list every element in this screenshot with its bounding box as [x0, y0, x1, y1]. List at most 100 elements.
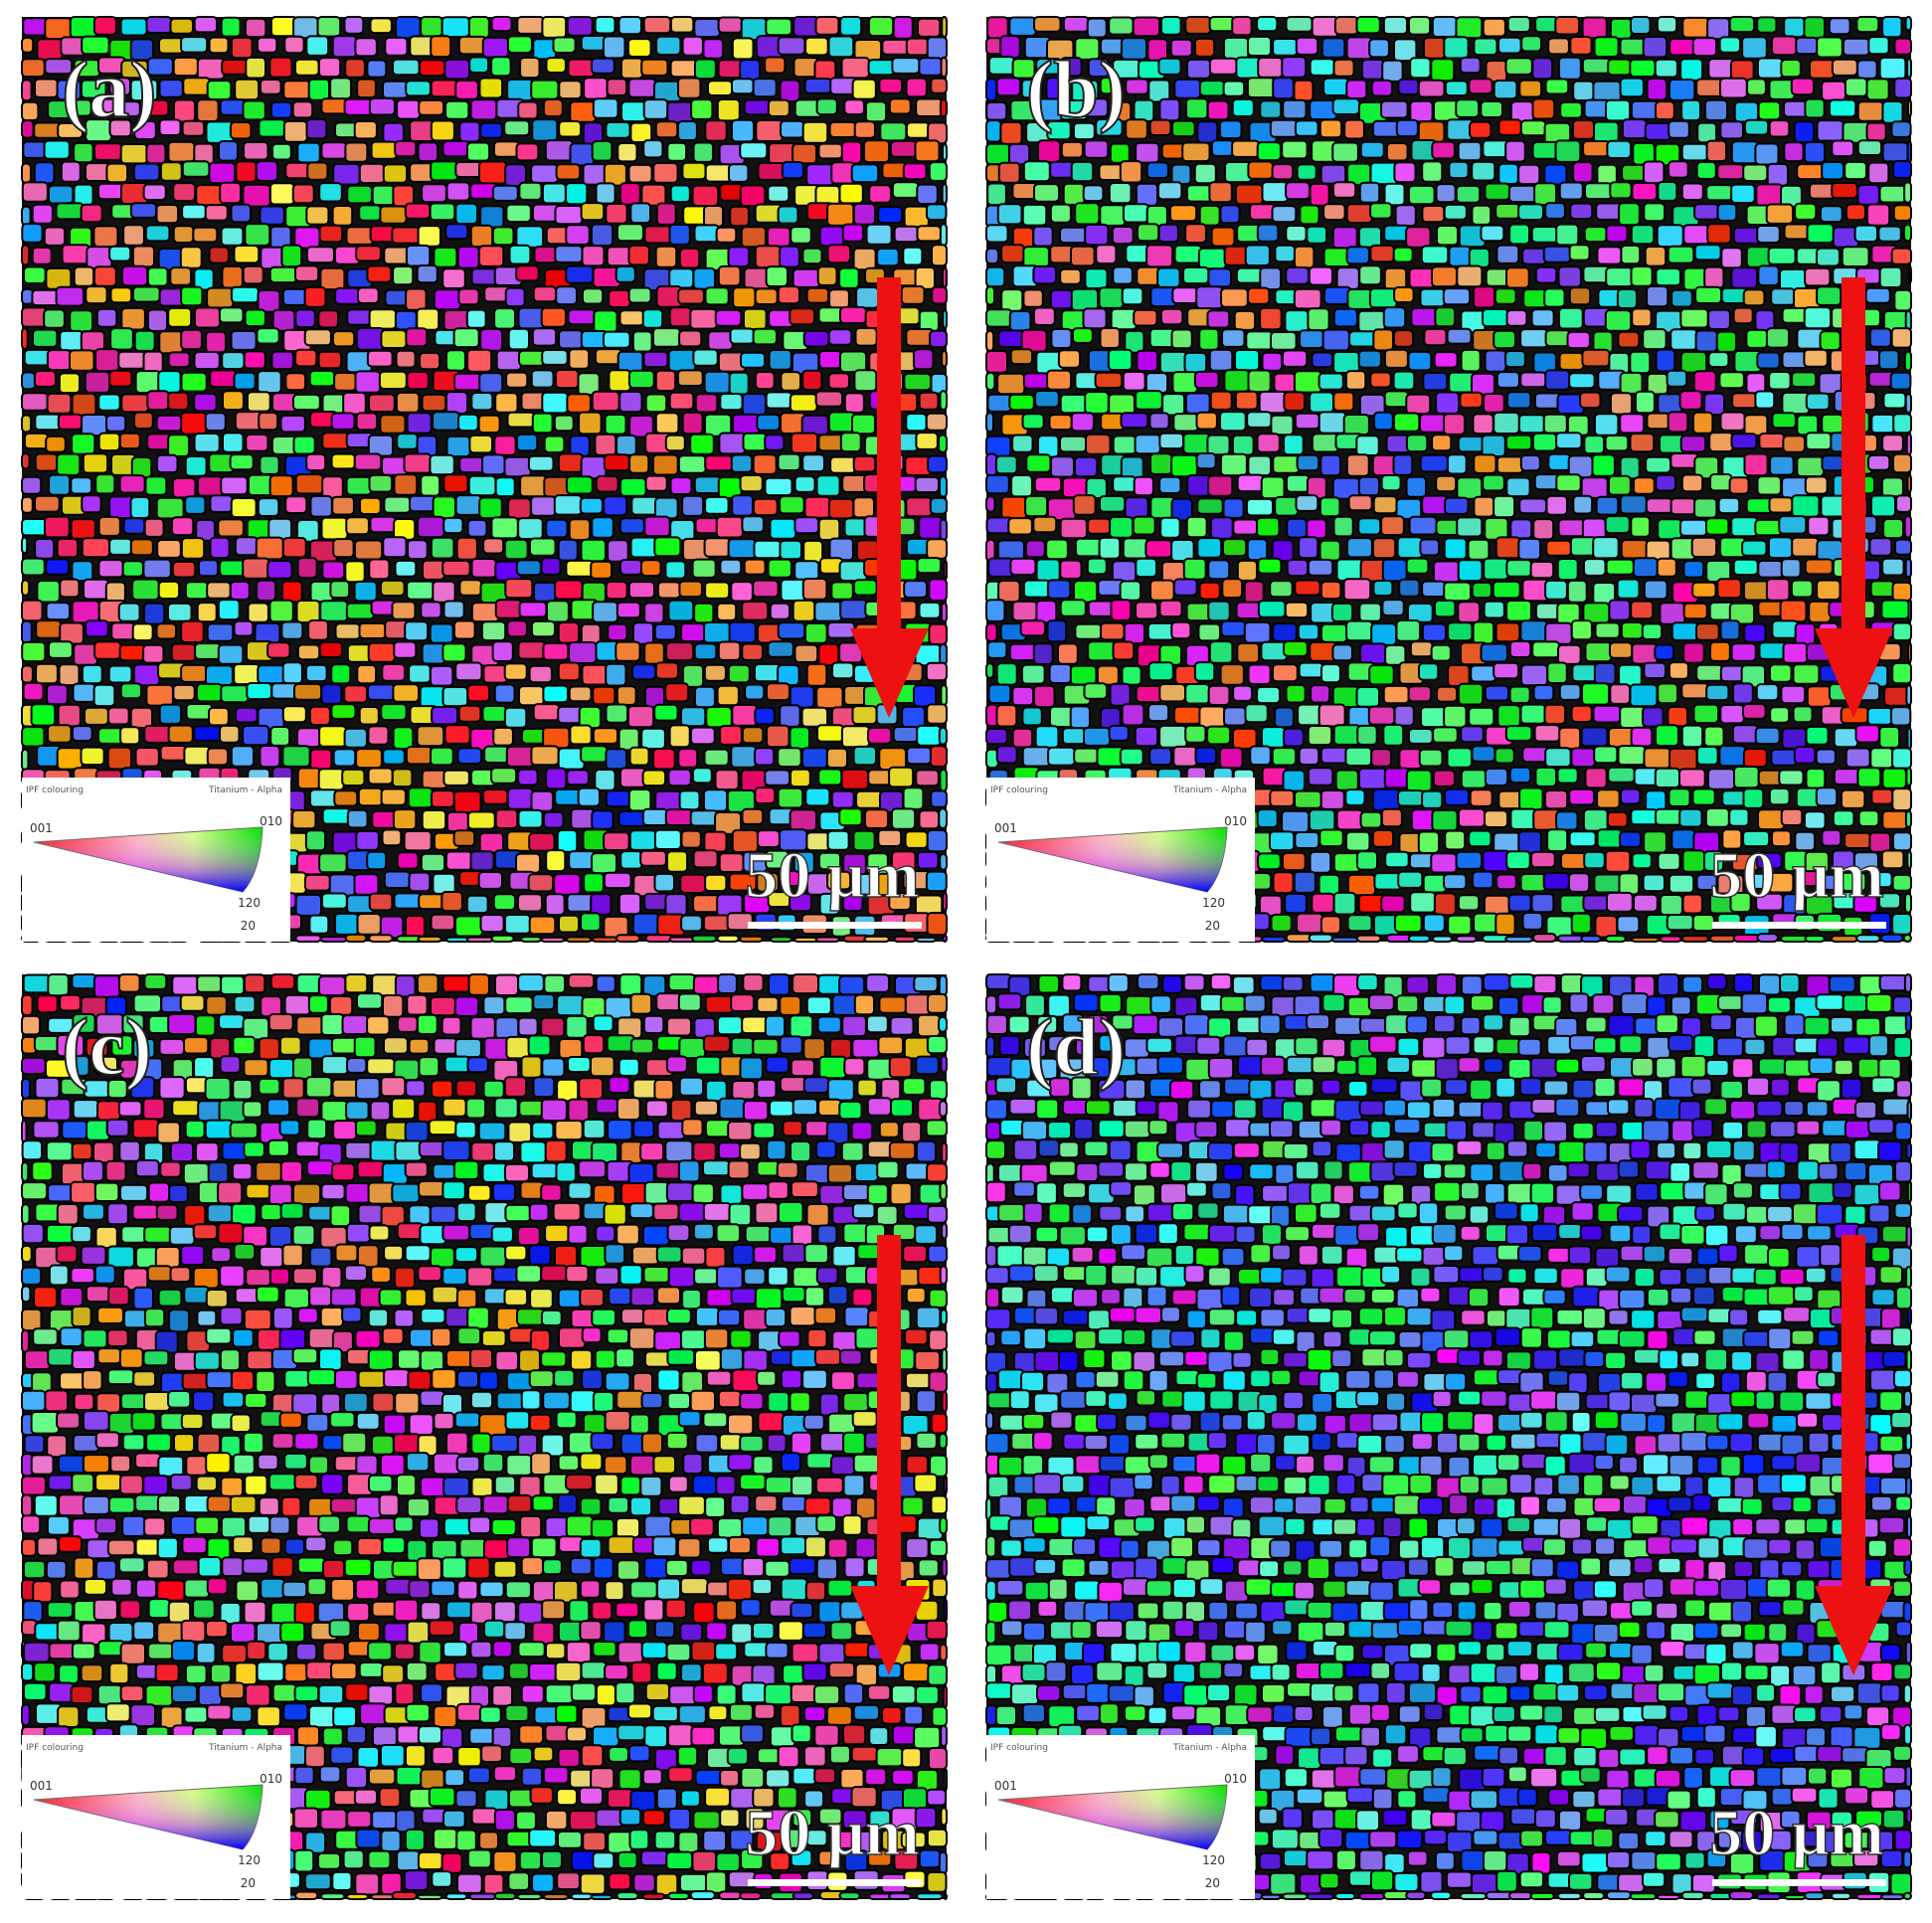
- grain: [716, 1517, 744, 1539]
- grain: [1508, 766, 1532, 785]
- grain: [1857, 809, 1880, 828]
- grain: [383, 870, 412, 889]
- grain: [1557, 56, 1582, 81]
- grain: [305, 246, 335, 264]
- grain: [309, 748, 333, 771]
- grain: [938, 726, 948, 746]
- grain: [1767, 536, 1794, 560]
- grain: [490, 1517, 517, 1537]
- grain: [716, 602, 738, 621]
- grain: [731, 1080, 757, 1101]
- grain: [318, 640, 343, 659]
- grain: [56, 1411, 81, 1430]
- grain: [207, 1161, 230, 1184]
- grain: [117, 1100, 143, 1118]
- grain: [553, 873, 582, 896]
- grain: [682, 1453, 704, 1476]
- grain: [80, 746, 105, 767]
- grain: [1630, 515, 1652, 538]
- grain: [317, 350, 342, 370]
- grain: [666, 1723, 694, 1748]
- grain: [1715, 330, 1737, 353]
- grain: [1457, 436, 1486, 453]
- grain: [320, 683, 343, 705]
- grain: [61, 244, 90, 265]
- grain: [1332, 515, 1354, 538]
- grain: [892, 726, 920, 743]
- grain: [940, 56, 948, 79]
- grain: [1112, 640, 1136, 661]
- grain: [85, 619, 109, 638]
- grain: [330, 1578, 356, 1602]
- grain: [880, 1078, 902, 1102]
- grain: [657, 1496, 682, 1515]
- grain: [1609, 392, 1634, 416]
- grain: [916, 850, 940, 870]
- grain: [218, 1013, 246, 1030]
- grain: [331, 205, 354, 227]
- legend-phase: Titanium - Alpha: [1172, 786, 1247, 795]
- grain: [791, 1266, 821, 1289]
- grain: [73, 183, 94, 207]
- grain: [782, 1663, 805, 1685]
- grain: [1619, 705, 1647, 730]
- grain: [1581, 57, 1612, 75]
- grain: [1370, 79, 1393, 97]
- grain: [1074, 202, 1101, 226]
- grain: [1509, 518, 1533, 540]
- grain: [739, 1056, 764, 1081]
- grain: [466, 1556, 491, 1580]
- grain: [92, 225, 119, 248]
- grain: [120, 264, 149, 287]
- grain: [1632, 557, 1659, 579]
- grain: [825, 1705, 853, 1726]
- grain: [268, 182, 295, 206]
- grain: [1332, 391, 1355, 412]
- grain: [1629, 58, 1657, 79]
- grain: [640, 58, 669, 77]
- grain: [593, 309, 618, 334]
- grain: [592, 601, 619, 623]
- grain: [1592, 536, 1620, 560]
- grain: [205, 1370, 234, 1390]
- grain: [317, 309, 339, 329]
- grain: [417, 935, 442, 944]
- grain: [493, 683, 516, 704]
- grain: [205, 995, 228, 1016]
- grain: [169, 1141, 195, 1163]
- grain: [129, 1703, 156, 1728]
- grain: [805, 286, 830, 304]
- grain: [703, 1327, 730, 1350]
- grain: [668, 1684, 698, 1706]
- grain: [926, 1788, 948, 1807]
- grain: [727, 538, 757, 560]
- grain: [754, 706, 776, 726]
- grain: [803, 1745, 827, 1768]
- grain: [1891, 873, 1912, 892]
- grain: [308, 1285, 333, 1308]
- grain: [583, 872, 605, 894]
- grain: [355, 1454, 379, 1477]
- grain: [1342, 414, 1370, 437]
- grain: [122, 1309, 148, 1329]
- grain: [1792, 705, 1814, 724]
- grain: [1856, 184, 1880, 206]
- grain: [255, 160, 279, 182]
- grain: [330, 1287, 358, 1308]
- grain: [230, 329, 258, 351]
- grain: [31, 246, 53, 265]
- grain: [1604, 515, 1631, 535]
- grain: [155, 414, 183, 433]
- grain: [71, 433, 96, 455]
- grain: [1505, 476, 1531, 498]
- grain: [679, 1622, 704, 1643]
- grain: [617, 727, 640, 752]
- grain: [1060, 140, 1084, 159]
- grain: [592, 1014, 615, 1033]
- grain: [654, 369, 677, 392]
- grain: [1518, 787, 1544, 811]
- grain: [756, 1747, 782, 1765]
- grain: [1604, 435, 1630, 452]
- grain: [1821, 413, 1844, 435]
